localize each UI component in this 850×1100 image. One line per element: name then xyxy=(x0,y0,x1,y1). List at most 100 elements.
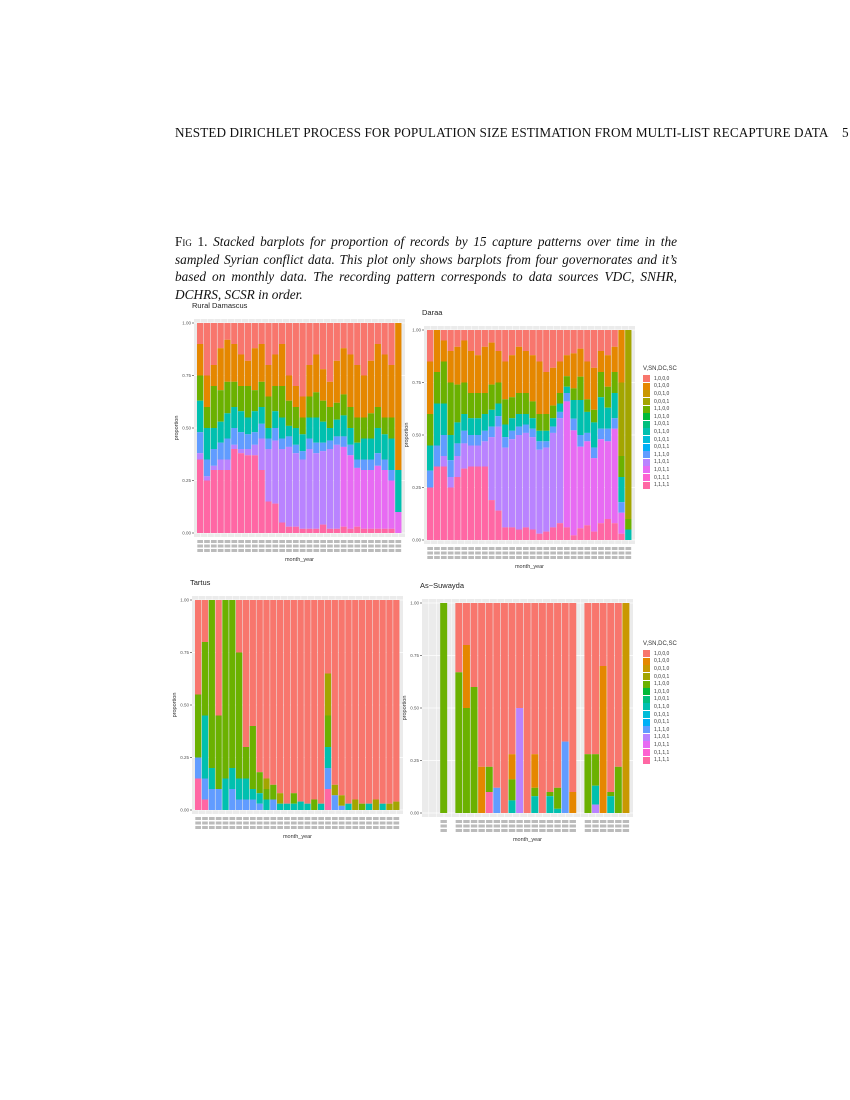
x-tick-label xyxy=(263,821,270,825)
x-tick-label xyxy=(488,547,495,550)
legend-item: 0,0,0,1 xyxy=(643,673,677,681)
bar-segment xyxy=(374,453,381,466)
bar-segment xyxy=(618,533,625,540)
bar-segment xyxy=(201,778,209,800)
x-tick-label xyxy=(366,821,372,825)
x-tick-label xyxy=(577,547,584,550)
bar-segment xyxy=(470,603,478,687)
x-tick-label xyxy=(569,820,576,823)
bar-segment xyxy=(290,793,297,804)
x-tick-label xyxy=(286,540,292,543)
x-tick-label xyxy=(546,820,554,823)
bar-segment xyxy=(244,386,252,418)
x-tick-label xyxy=(381,549,388,552)
bar-segment xyxy=(584,330,591,362)
bar-segment xyxy=(224,381,231,414)
legend-swatch xyxy=(643,665,650,673)
legend-swatch xyxy=(643,458,650,466)
bar-segment xyxy=(556,330,564,362)
legend-swatch xyxy=(643,711,650,719)
bar-segment xyxy=(468,351,475,393)
bar-segment xyxy=(217,459,224,470)
x-tick-label xyxy=(340,540,347,543)
x-tick-label xyxy=(222,826,229,829)
bar-segment xyxy=(563,386,570,393)
bar-segment xyxy=(597,439,605,524)
bar-segment xyxy=(359,600,366,804)
x-tick-label xyxy=(249,817,256,820)
x-tick-label xyxy=(204,540,210,543)
bar-segment xyxy=(272,323,279,355)
legend-swatch xyxy=(643,390,650,398)
x-tick-label xyxy=(277,817,283,820)
bar-segment xyxy=(597,372,605,398)
legend-item: 1,0,0,0 xyxy=(643,375,677,383)
x-tick-label xyxy=(395,540,402,543)
bar-segment xyxy=(509,397,516,419)
chart-title: As−Suwayda xyxy=(420,581,465,590)
x-tick-label xyxy=(461,547,468,550)
bar-segment xyxy=(265,396,272,428)
figure-label: Fig 1. xyxy=(175,234,208,249)
x-tick-label xyxy=(502,551,509,555)
x-tick-label xyxy=(508,820,516,823)
bar-segment xyxy=(625,519,632,530)
bar-segment xyxy=(244,434,252,449)
bar-segment xyxy=(550,432,557,528)
bar-segment xyxy=(217,348,224,391)
bar-segment xyxy=(597,428,605,440)
bar-segment xyxy=(365,803,373,810)
bar-segment xyxy=(433,372,441,404)
bar-segment xyxy=(597,330,605,351)
bar-segment xyxy=(550,418,557,427)
bar-segment xyxy=(331,600,338,785)
bar-segment xyxy=(592,754,600,786)
bar-segment xyxy=(197,344,204,376)
bar-segment xyxy=(320,524,327,533)
x-tick-label xyxy=(258,540,265,543)
bar-segment xyxy=(256,793,263,804)
bar-segment xyxy=(263,799,270,810)
bar-segment xyxy=(502,330,509,362)
x-tick-label xyxy=(455,829,463,832)
x-tick-label xyxy=(501,824,508,828)
bar-segment xyxy=(454,330,461,347)
x-tick-label xyxy=(486,824,493,828)
bar-segment xyxy=(529,428,536,438)
bar-segment xyxy=(515,393,523,414)
bar-segment xyxy=(299,528,306,533)
bar-segment xyxy=(215,715,222,789)
y-tick-label: 0.25 xyxy=(412,485,421,490)
x-tick-label xyxy=(598,547,604,550)
x-tick-label xyxy=(381,540,388,543)
bar-segment xyxy=(509,527,516,540)
bar-segment xyxy=(546,603,554,792)
x-tick-label xyxy=(599,829,607,832)
bar-segment xyxy=(515,426,523,435)
bar-segment xyxy=(379,600,386,804)
bar-segment xyxy=(468,418,475,435)
x-tick-label xyxy=(217,544,224,548)
bar-segment xyxy=(388,470,395,481)
bar-segment xyxy=(474,393,482,419)
legend-item: 0,0,1,0 xyxy=(643,390,677,398)
bar-segment xyxy=(495,330,502,351)
bar-segment xyxy=(447,460,454,477)
x-tick-label xyxy=(475,547,481,550)
legend-label: 1,0,0,0 xyxy=(654,375,670,382)
bar-segment xyxy=(272,411,279,428)
x-tick-label xyxy=(577,556,584,559)
bar-segment xyxy=(474,435,482,446)
x-tick-label xyxy=(625,551,632,555)
x-tick-label xyxy=(292,549,299,552)
x-tick-label xyxy=(224,544,231,548)
x-tick-label xyxy=(245,549,251,552)
bar-segment xyxy=(591,367,598,410)
bar-segment xyxy=(440,456,447,467)
x-tick-label xyxy=(531,829,538,832)
bar-segment xyxy=(251,411,258,433)
bar-segment xyxy=(481,430,488,442)
y-tick-label: 0.00 xyxy=(410,811,419,816)
bar-segment xyxy=(481,466,488,540)
legend-label: 1,1,0,1 xyxy=(654,734,670,741)
